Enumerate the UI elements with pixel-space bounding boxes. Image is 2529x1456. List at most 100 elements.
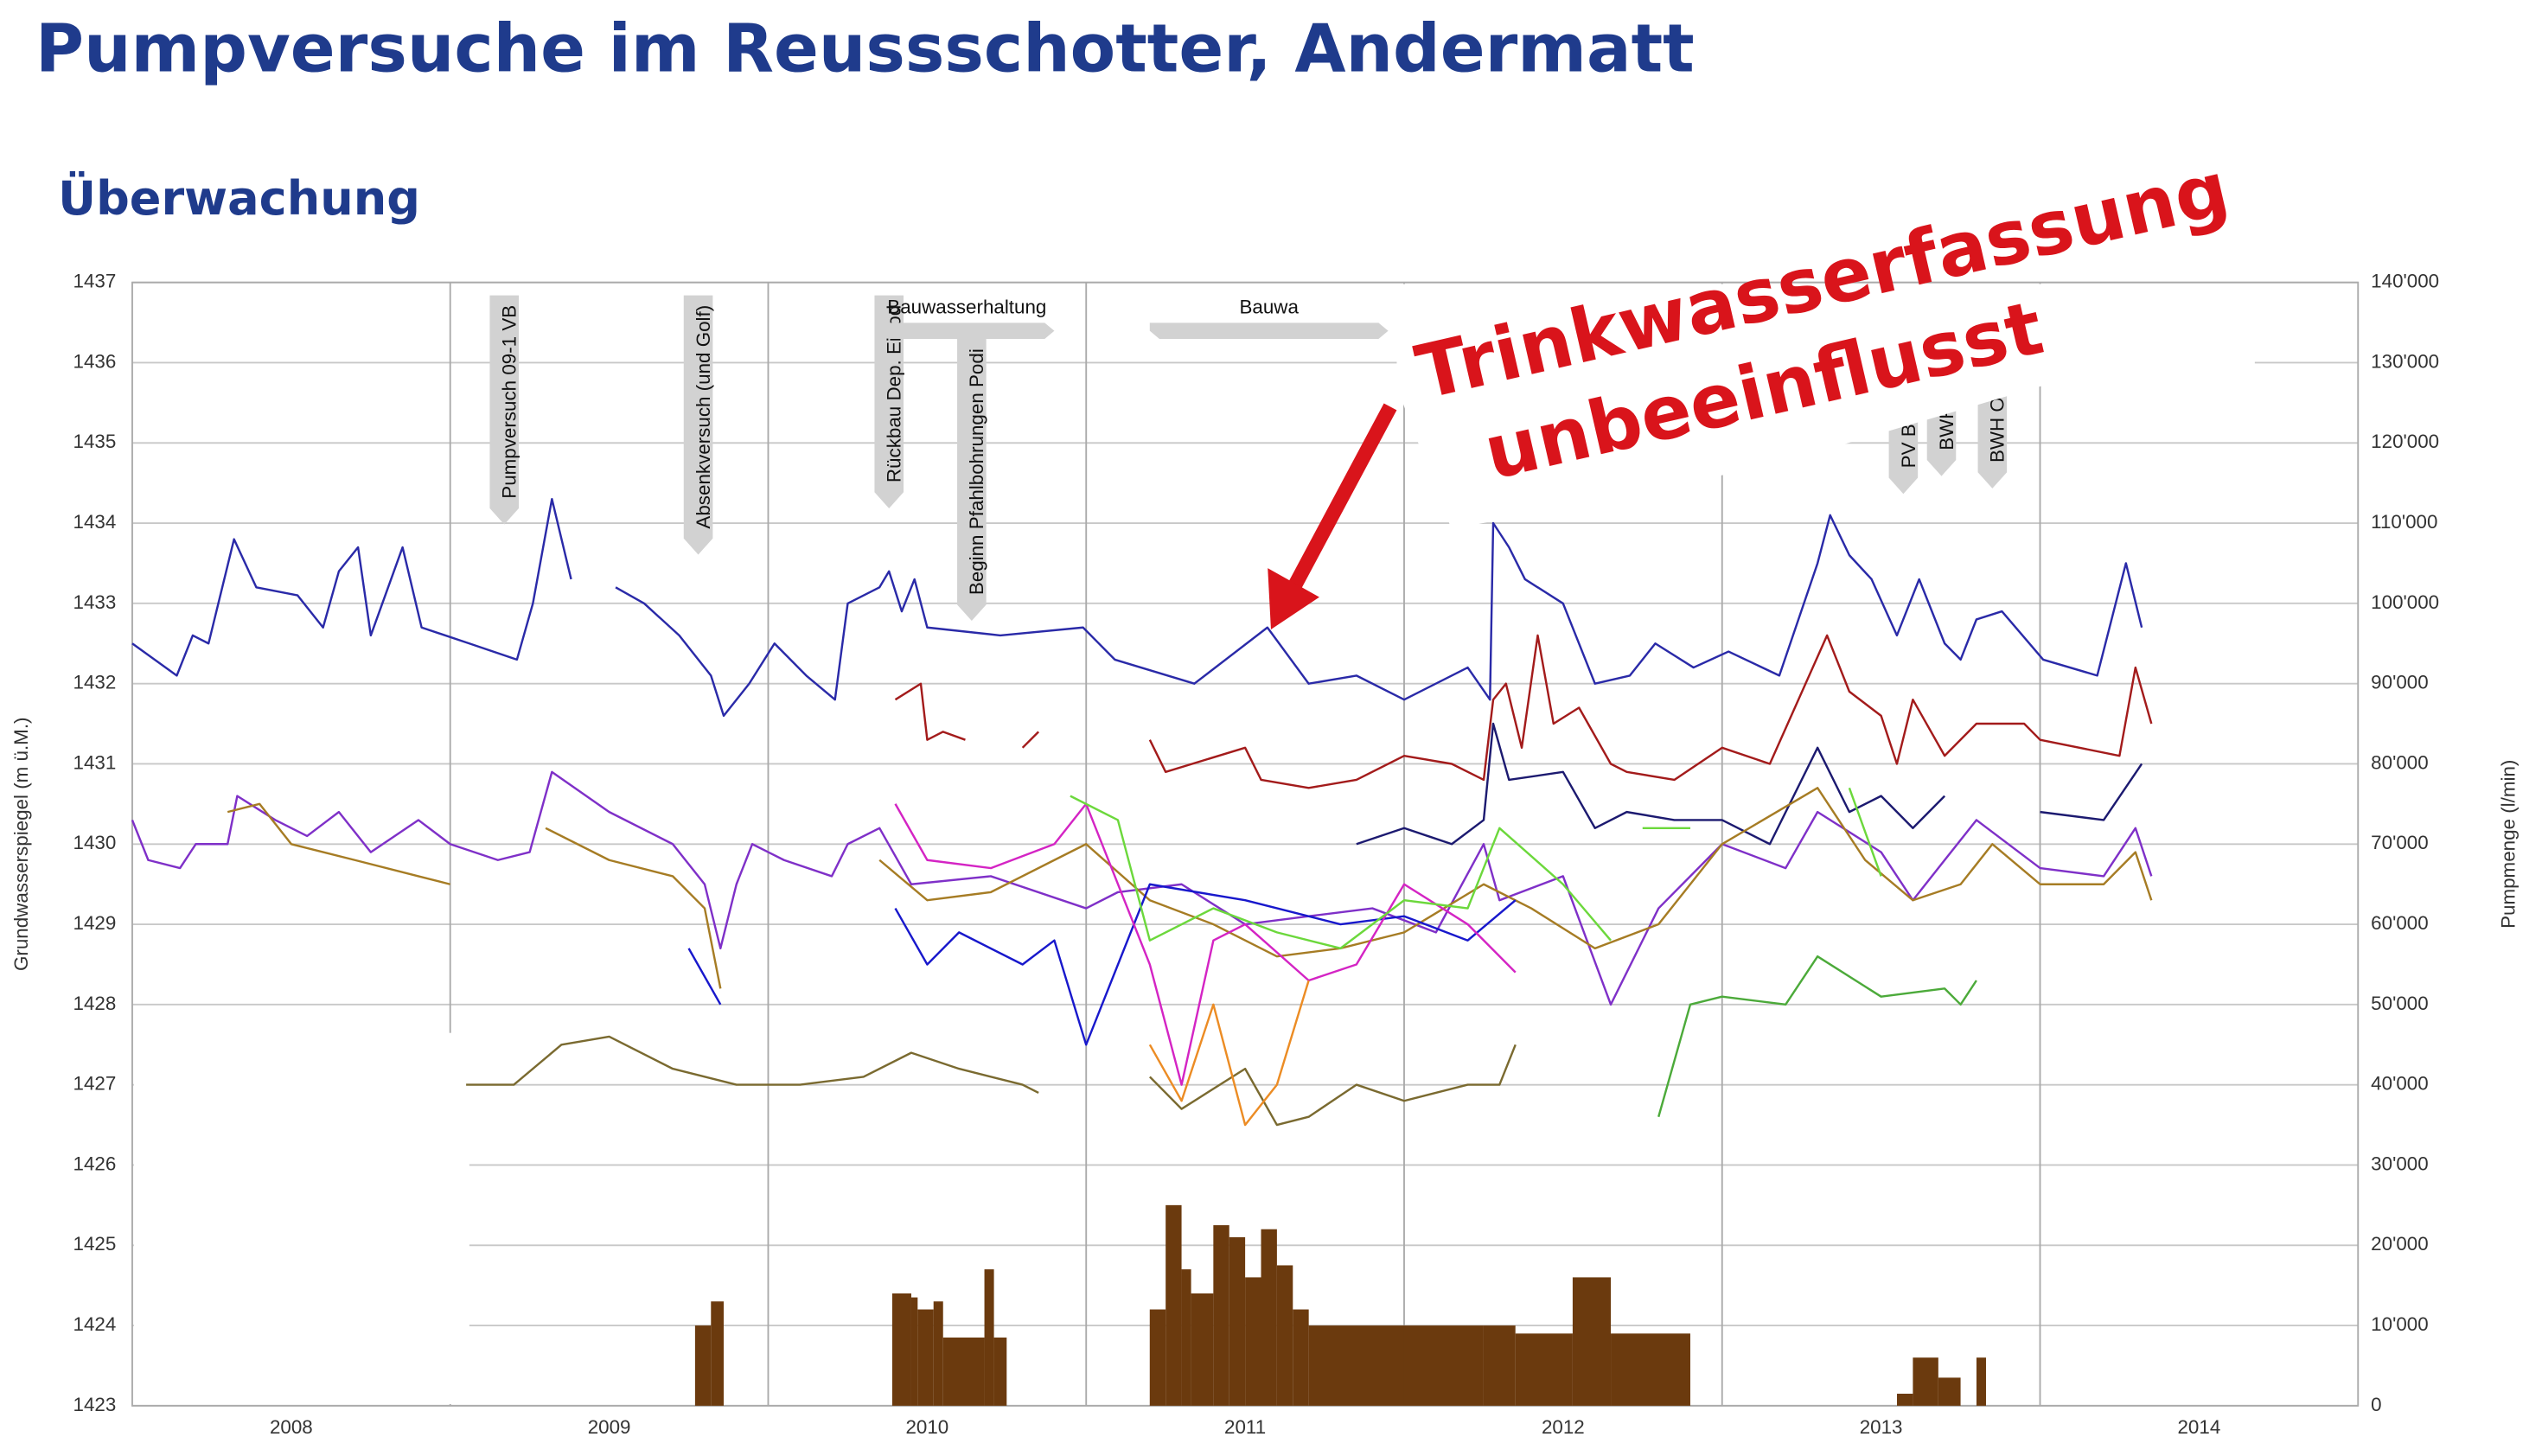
pump-bar (1191, 1293, 1214, 1406)
y-tick-label: 1426 (73, 1153, 117, 1174)
y2-tick-label: 60'000 (2371, 912, 2428, 934)
annotation-tag (683, 295, 713, 555)
y2-tick-label: 120'000 (2371, 431, 2439, 452)
y-tick-label: 1425 (73, 1233, 117, 1255)
y-axis-label: Grundwasserspiegel (m ü.M.) (10, 717, 32, 971)
y2-tick-label: 90'000 (2371, 672, 2428, 693)
y-tick-label: 1428 (73, 993, 117, 1014)
y2-tick-label: 80'000 (2371, 751, 2428, 773)
series-line (1657, 955, 1977, 1118)
y2-tick-label: 130'000 (2371, 350, 2439, 372)
y2-tick-label: 20'000 (2371, 1233, 2428, 1255)
y2-tick-label: 30'000 (2371, 1153, 2428, 1174)
callout-arrowhead (1268, 568, 1319, 629)
pump-bar (1149, 1309, 1166, 1406)
y-tick-label: 1435 (73, 431, 117, 452)
series-line (687, 883, 1517, 1046)
y-tick-label: 1427 (73, 1073, 117, 1095)
pump-bar (1515, 1333, 1573, 1406)
y-tick-label: 1431 (73, 751, 117, 773)
pump-bar (1572, 1277, 1612, 1406)
x-tick-label: 2014 (2178, 1416, 2221, 1438)
callout-arrow (1283, 403, 1397, 597)
y2-axis-label: Pumpmenge (l/min) (2498, 760, 2519, 929)
x-tick-label: 2010 (905, 1416, 948, 1438)
y2-tick-label: 140'000 (2371, 271, 2439, 292)
y2-tick-label: 0 (2371, 1394, 2381, 1415)
pump-bar (891, 1293, 911, 1406)
series-line (894, 634, 2153, 789)
pump-bar (1276, 1265, 1293, 1406)
plot-area (131, 497, 2153, 1406)
slide-subtitle: Überwachung (58, 171, 420, 226)
pump-bar (993, 1337, 1007, 1406)
pump-bar (1403, 1325, 1484, 1406)
pump-bar (711, 1301, 724, 1406)
annotation-tag (957, 339, 987, 622)
pump-bar (1245, 1277, 1261, 1406)
pump-bar (1213, 1225, 1229, 1406)
slide-title: Pumpversuche im Reussschotter, Andermatt (35, 11, 1695, 88)
pump-bar (1483, 1325, 1516, 1406)
pump-bar (933, 1301, 943, 1406)
pump-bar (694, 1325, 712, 1406)
y2-tick-label: 50'000 (2371, 993, 2428, 1014)
annotation-tag (1977, 387, 2008, 489)
series-line (1148, 980, 1310, 1127)
y-tick-label: 1423 (73, 1394, 117, 1415)
series-line (1356, 722, 2143, 846)
pump-bar (1293, 1309, 1309, 1406)
pump-bar (942, 1337, 985, 1406)
pump-bar (1166, 1204, 1182, 1406)
series-line (894, 802, 1517, 1086)
x-tick-label: 2009 (588, 1416, 631, 1438)
series-line (131, 770, 2153, 1006)
x-tick-label: 2011 (1224, 1416, 1266, 1438)
y2-tick-label: 10'000 (2371, 1313, 2428, 1335)
y-tick-label: 1436 (73, 350, 117, 372)
y2-tick-label: 70'000 (2371, 832, 2428, 853)
annotation-label: Pumpversuch 09-1 VB (499, 305, 520, 499)
pump-bar (917, 1309, 934, 1406)
period-label: Bauwa (1239, 296, 1299, 317)
pump-bar (1897, 1393, 1913, 1406)
y-tick-label: 1432 (73, 672, 117, 693)
pump-bar (1611, 1333, 1690, 1406)
y2-tick-label: 40'000 (2371, 1073, 2428, 1095)
pump-bar (1261, 1229, 1277, 1406)
annotation-label: BWH O (1987, 397, 2009, 463)
y2-tick-label: 110'000 (2371, 511, 2437, 533)
pump-bar (1976, 1357, 1986, 1406)
y-tick-label: 1437 (73, 271, 117, 292)
series-line (131, 497, 2143, 718)
y-tick-label: 1429 (73, 912, 117, 934)
pump-bar (1913, 1357, 1938, 1406)
series-line (227, 787, 2153, 989)
series-line (466, 1035, 1517, 1127)
y-tick-label: 1430 (73, 832, 117, 853)
x-tick-label: 2008 (270, 1416, 313, 1438)
pump-bar (1938, 1377, 1961, 1406)
pump-bar (1308, 1325, 1404, 1406)
y2-tick-label: 100'000 (2371, 591, 2439, 613)
period-label: Bauwasserhaltung (887, 296, 1046, 317)
pump-bar (1229, 1236, 1246, 1406)
period-arrow (879, 322, 1055, 339)
mask (133, 1032, 469, 1404)
annotations: Pumpversuch 09-1 VB Absenkversuch (und Go… (489, 295, 2009, 622)
pump-bar (1181, 1269, 1191, 1406)
pump-bar (910, 1297, 918, 1406)
annotation-label: Absenkversuch (und Golf) (693, 305, 714, 529)
period-arrow (1149, 322, 1389, 339)
y-tick-label: 1434 (73, 511, 117, 533)
x-tick-label: 2012 (1542, 1416, 1585, 1438)
annotation-tag (489, 295, 520, 525)
series-line (1070, 787, 1882, 950)
y-tick-label: 1433 (73, 591, 117, 613)
y-tick-label: 1424 (73, 1313, 117, 1335)
callout-backdrop (1396, 284, 2255, 530)
annotation-label: Beginn Pfahlbohrungen Podi (966, 348, 987, 595)
x-tick-label: 2013 (1860, 1416, 1903, 1438)
